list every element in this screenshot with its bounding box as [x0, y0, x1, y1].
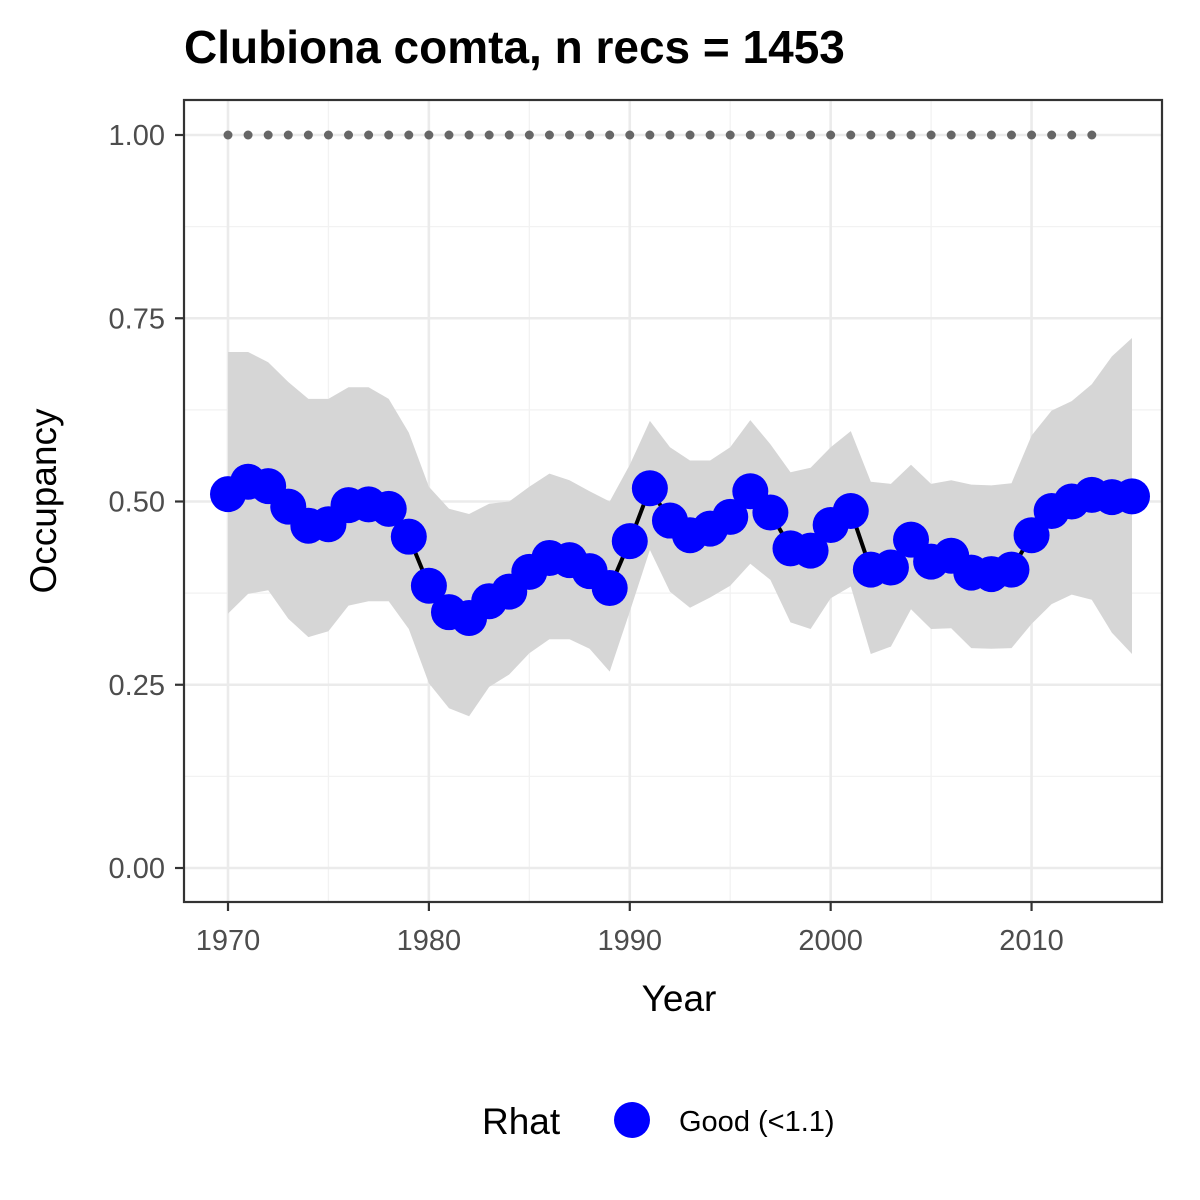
- reference-point: [765, 130, 775, 140]
- reference-point: [384, 130, 394, 140]
- data-point: [832, 493, 869, 530]
- reference-point: [685, 130, 695, 140]
- reference-point: [504, 130, 514, 140]
- y-tick-label: 0.25: [109, 670, 165, 702]
- reference-point: [846, 130, 856, 140]
- reference-point: [605, 130, 615, 140]
- y-axis-title: Occupancy: [23, 408, 64, 594]
- reference-point: [1067, 130, 1077, 140]
- reference-point: [946, 130, 956, 140]
- reference-point: [665, 130, 675, 140]
- reference-point: [1047, 130, 1057, 140]
- reference-point: [1006, 130, 1016, 140]
- reference-point: [323, 130, 333, 140]
- data-point: [872, 549, 909, 586]
- occupancy-points-layer: [210, 463, 1150, 637]
- reference-point: [263, 130, 273, 140]
- reference-point: [303, 130, 313, 140]
- reference-point: [906, 130, 916, 140]
- data-point: [611, 523, 648, 560]
- x-tick-label: 2010: [999, 925, 1064, 957]
- data-point: [631, 470, 668, 507]
- x-tick-label: 1980: [397, 925, 462, 957]
- x-tick-label: 2000: [798, 925, 863, 957]
- data-point: [712, 498, 749, 535]
- reference-point: [223, 130, 233, 140]
- reference-point: [926, 130, 936, 140]
- data-point: [370, 490, 407, 527]
- x-tick-label: 1990: [598, 925, 663, 957]
- data-point: [390, 518, 427, 555]
- legend-title: Rhat: [482, 1101, 561, 1142]
- reference-point: [806, 130, 816, 140]
- reference-point: [705, 130, 715, 140]
- data-point: [1013, 517, 1050, 554]
- chart-title: Clubiona comta, n recs = 1453: [184, 21, 845, 73]
- reference-point: [344, 130, 354, 140]
- y-tick-label: 0.75: [109, 303, 165, 335]
- x-axis-title: Year: [642, 978, 717, 1019]
- reference-point: [645, 130, 655, 140]
- reference-point: [524, 130, 534, 140]
- y-tick-label: 1.00: [109, 120, 165, 152]
- x-tick-label: 1970: [196, 925, 261, 957]
- data-point: [752, 494, 789, 531]
- reference-point: [986, 130, 996, 140]
- reference-point: [625, 130, 635, 140]
- data-point: [1114, 478, 1150, 515]
- reference-point: [404, 130, 414, 140]
- data-point: [792, 532, 829, 569]
- reference-points-layer: [223, 130, 1097, 140]
- reference-point: [565, 130, 575, 140]
- reference-point: [1027, 130, 1037, 140]
- legend: Rhat Good (<1.1): [482, 1101, 835, 1142]
- reference-point: [544, 130, 554, 140]
- reference-point: [283, 130, 293, 140]
- data-point: [993, 551, 1030, 588]
- reference-point: [424, 130, 434, 140]
- reference-point: [1087, 130, 1097, 140]
- data-point: [410, 567, 447, 604]
- x-axis: 1970 1980 1990 2000 2010: [196, 902, 1064, 957]
- reference-point: [444, 130, 454, 140]
- y-axis: 0.00 0.25 0.50 0.75 1.00: [109, 120, 184, 885]
- y-tick-label: 0.00: [109, 853, 165, 885]
- reference-point: [243, 130, 253, 140]
- reference-point: [725, 130, 735, 140]
- reference-point: [484, 130, 494, 140]
- legend-swatch-good: [614, 1102, 650, 1138]
- reference-point: [966, 130, 976, 140]
- reference-point: [886, 130, 896, 140]
- reference-point: [364, 130, 374, 140]
- reference-point: [866, 130, 876, 140]
- reference-point: [826, 130, 836, 140]
- legend-label-good: Good (<1.1): [679, 1106, 835, 1138]
- data-point: [591, 569, 628, 606]
- reference-point: [745, 130, 755, 140]
- reference-point: [785, 130, 795, 140]
- reference-point: [464, 130, 474, 140]
- reference-point: [585, 130, 595, 140]
- y-tick-label: 0.50: [109, 487, 165, 519]
